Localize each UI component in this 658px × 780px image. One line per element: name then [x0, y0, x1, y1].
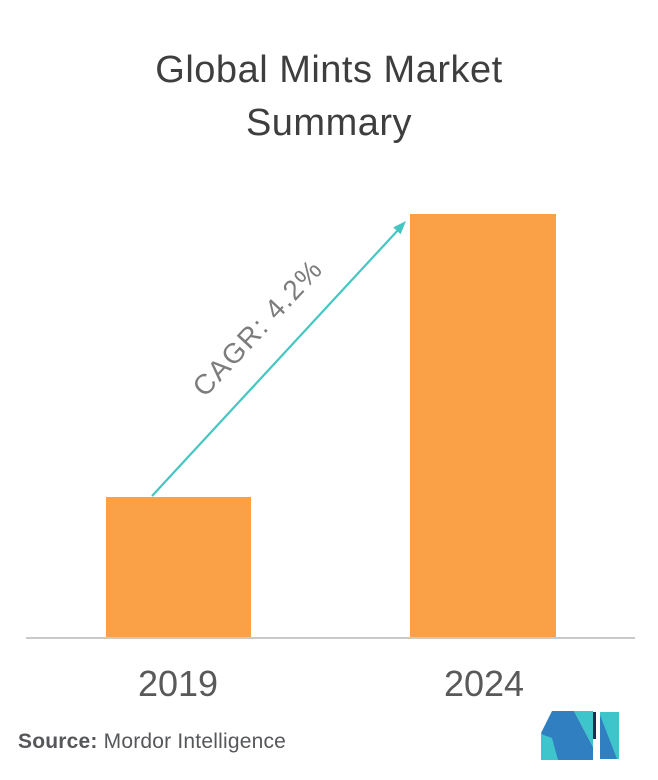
source-value: Mordor Intelligence	[103, 730, 287, 753]
source-label: Source:	[18, 730, 98, 753]
x-label-2024: 2024	[443, 663, 525, 704]
logo-right-blue-triangle	[600, 715, 617, 759]
bar-2024	[410, 214, 556, 638]
bar-2019	[106, 497, 251, 638]
cagr-label: CAGR: 4.2%	[186, 252, 329, 403]
logo-mid-teal-triangle	[574, 711, 593, 747]
source-line: Source: Mordor Intelligence	[18, 730, 286, 754]
cagr-arrowhead-icon	[393, 221, 406, 235]
chart-title-line2: Summary	[245, 102, 413, 144]
chart-title-line1: Global Mints Market	[155, 49, 503, 91]
logo-bottomleft-teal-wedge	[541, 734, 558, 760]
axis-baseline	[26, 637, 635, 639]
chart-title: Global Mints Market Summary	[0, 44, 658, 150]
mordor-intelligence-logo	[541, 711, 619, 760]
x-label-2019: 2019	[137, 663, 219, 704]
logo-navy-bar	[593, 712, 596, 739]
cagr-arrow-line	[151, 228, 400, 497]
